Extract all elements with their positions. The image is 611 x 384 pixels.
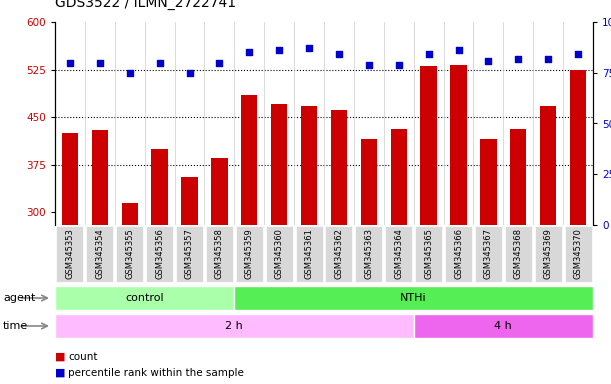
FancyBboxPatch shape	[475, 226, 502, 282]
FancyBboxPatch shape	[386, 226, 412, 282]
Text: NTHi: NTHi	[400, 293, 427, 303]
Text: ■: ■	[55, 352, 69, 362]
Text: percentile rank within the sample: percentile rank within the sample	[68, 368, 244, 378]
Text: GSM345363: GSM345363	[364, 228, 373, 279]
Text: GDS3522 / ILMN_2722741: GDS3522 / ILMN_2722741	[55, 0, 236, 10]
Point	[513, 55, 523, 61]
Bar	[152, 149, 168, 225]
Text: agent: agent	[3, 293, 35, 303]
Text: GSM345355: GSM345355	[125, 228, 134, 279]
FancyBboxPatch shape	[505, 226, 532, 282]
Text: GSM345366: GSM345366	[454, 228, 463, 279]
Text: 4 h: 4 h	[494, 321, 512, 331]
Text: GSM345367: GSM345367	[484, 228, 493, 279]
Text: GSM345359: GSM345359	[245, 228, 254, 279]
Bar	[450, 65, 467, 225]
Bar	[570, 70, 587, 225]
FancyBboxPatch shape	[414, 314, 593, 338]
Bar	[271, 104, 287, 225]
FancyBboxPatch shape	[356, 226, 382, 282]
Point	[483, 58, 493, 64]
FancyBboxPatch shape	[55, 314, 414, 338]
Text: GSM345365: GSM345365	[424, 228, 433, 279]
FancyBboxPatch shape	[266, 226, 293, 282]
Point	[274, 47, 284, 53]
Text: count: count	[68, 352, 98, 362]
Text: GSM345368: GSM345368	[514, 228, 523, 279]
Bar	[181, 177, 198, 225]
FancyBboxPatch shape	[86, 226, 113, 282]
FancyBboxPatch shape	[235, 286, 593, 310]
Text: GSM345364: GSM345364	[394, 228, 403, 279]
Text: ■: ■	[55, 368, 69, 378]
Point	[573, 51, 583, 58]
Bar	[540, 106, 557, 225]
FancyBboxPatch shape	[206, 226, 233, 282]
FancyBboxPatch shape	[116, 226, 143, 282]
Bar	[360, 139, 377, 225]
Bar	[301, 106, 317, 225]
Point	[95, 60, 104, 66]
Point	[304, 45, 314, 51]
Bar	[211, 158, 228, 225]
Point	[214, 60, 224, 66]
Bar	[92, 130, 108, 225]
Text: GSM345357: GSM345357	[185, 228, 194, 279]
Bar	[331, 109, 347, 225]
FancyBboxPatch shape	[415, 226, 442, 282]
FancyBboxPatch shape	[236, 226, 263, 282]
Bar	[241, 95, 257, 225]
Text: control: control	[125, 293, 164, 303]
Bar	[420, 66, 437, 225]
Point	[125, 70, 134, 76]
Text: GSM345370: GSM345370	[574, 228, 582, 279]
Bar	[122, 203, 138, 225]
Point	[423, 51, 433, 58]
Point	[65, 60, 75, 66]
Text: GSM345360: GSM345360	[275, 228, 284, 279]
Text: GSM345361: GSM345361	[304, 228, 313, 279]
Text: GSM345369: GSM345369	[544, 228, 553, 279]
Point	[155, 60, 164, 66]
FancyBboxPatch shape	[176, 226, 203, 282]
Bar	[510, 129, 527, 225]
Point	[244, 50, 254, 56]
FancyBboxPatch shape	[565, 226, 591, 282]
Bar	[62, 133, 78, 225]
Bar	[480, 139, 497, 225]
Text: GSM345356: GSM345356	[155, 228, 164, 279]
Point	[394, 61, 404, 68]
FancyBboxPatch shape	[56, 226, 83, 282]
Point	[364, 61, 374, 68]
FancyBboxPatch shape	[445, 226, 472, 282]
Text: time: time	[3, 321, 28, 331]
Text: GSM345358: GSM345358	[215, 228, 224, 279]
Point	[543, 55, 553, 61]
FancyBboxPatch shape	[296, 226, 323, 282]
Bar	[390, 129, 407, 225]
FancyBboxPatch shape	[535, 226, 562, 282]
Text: GSM345353: GSM345353	[65, 228, 75, 279]
FancyBboxPatch shape	[326, 226, 353, 282]
Text: GSM345362: GSM345362	[334, 228, 343, 279]
Text: 2 h: 2 h	[225, 321, 243, 331]
Point	[334, 51, 344, 58]
Point	[453, 47, 463, 53]
FancyBboxPatch shape	[146, 226, 173, 282]
Text: GSM345354: GSM345354	[95, 228, 104, 279]
FancyBboxPatch shape	[55, 286, 235, 310]
Point	[185, 70, 194, 76]
